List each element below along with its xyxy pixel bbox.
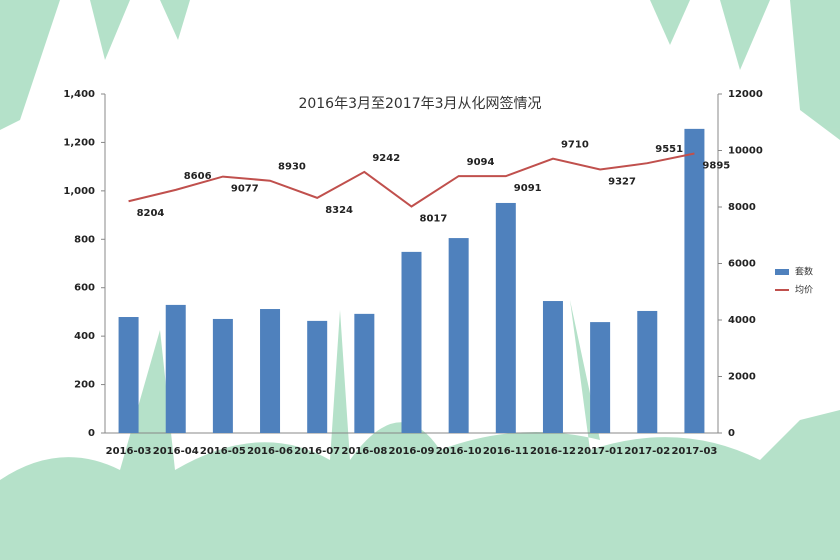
data-label: 9094: [467, 157, 495, 168]
y-tick-label: 400: [74, 331, 95, 342]
bar: [307, 320, 328, 433]
x-tick-label: 2016-09: [389, 446, 435, 457]
bar: [118, 317, 139, 433]
data-label: 8930: [278, 162, 306, 173]
y2-tick-label: 2000: [728, 372, 756, 383]
y2-tick-label: 10000: [728, 146, 763, 157]
x-tick-label: 2016-07: [294, 446, 340, 457]
bar: [590, 322, 611, 433]
data-label: 9327: [608, 177, 636, 188]
data-label: 9551: [655, 144, 683, 155]
y2-tick-label: 12000: [728, 89, 763, 100]
bar: [684, 128, 705, 433]
data-label: 8324: [325, 205, 353, 216]
legend-label: 套数: [795, 266, 813, 278]
y-tick-label: 600: [74, 283, 95, 294]
data-label: 9091: [514, 183, 542, 194]
data-label: 9077: [231, 184, 259, 195]
data-label: 9895: [702, 160, 730, 171]
chart-title: 2016年3月至2017年3月从化网签情况: [298, 95, 541, 112]
line: [128, 152, 695, 208]
x-tick-label: 2016-12: [530, 446, 576, 457]
data-label: 9710: [561, 140, 589, 151]
y2-tick-label: 4000: [728, 315, 756, 326]
y-tick-label: 200: [74, 380, 95, 391]
y2-tick-label: 6000: [728, 259, 756, 270]
y2-tick-label: 8000: [728, 202, 756, 213]
bar: [637, 310, 658, 433]
y-tick-label: 1,400: [63, 89, 95, 100]
y-tick-label: 0: [88, 428, 95, 439]
x-tick-label: 2016-05: [200, 446, 246, 457]
x-tick-label: 2016-03: [106, 446, 152, 457]
bar: [448, 238, 469, 433]
bar: [495, 202, 516, 433]
bar: [260, 309, 281, 433]
data-label: 9242: [372, 153, 400, 164]
x-tick-label: 2017-02: [624, 446, 670, 457]
bar: [354, 313, 375, 433]
x-tick-label: 2016-06: [247, 446, 293, 457]
legend-label: 均价: [795, 284, 813, 296]
bar: [165, 304, 186, 433]
data-label: 8017: [420, 214, 448, 225]
x-tick-label: 2016-04: [153, 446, 199, 457]
y2-tick-label: 0: [728, 428, 735, 439]
y-tick-label: 1,000: [63, 186, 95, 197]
x-tick-label: 2017-01: [577, 446, 623, 457]
bar: [212, 318, 233, 433]
bar: [401, 251, 422, 433]
y-tick-label: 1,200: [63, 137, 95, 148]
x-tick-label: 2016-11: [483, 446, 529, 457]
x-tick-label: 2017-03: [671, 446, 717, 457]
data-label: 8204: [137, 208, 165, 219]
x-tick-label: 2016-10: [436, 446, 482, 457]
data-label: 8606: [184, 171, 212, 182]
y-tick-label: 800: [74, 234, 95, 245]
x-tick-label: 2016-08: [341, 446, 387, 457]
bar: [542, 301, 563, 433]
legend-swatch: [775, 269, 789, 275]
